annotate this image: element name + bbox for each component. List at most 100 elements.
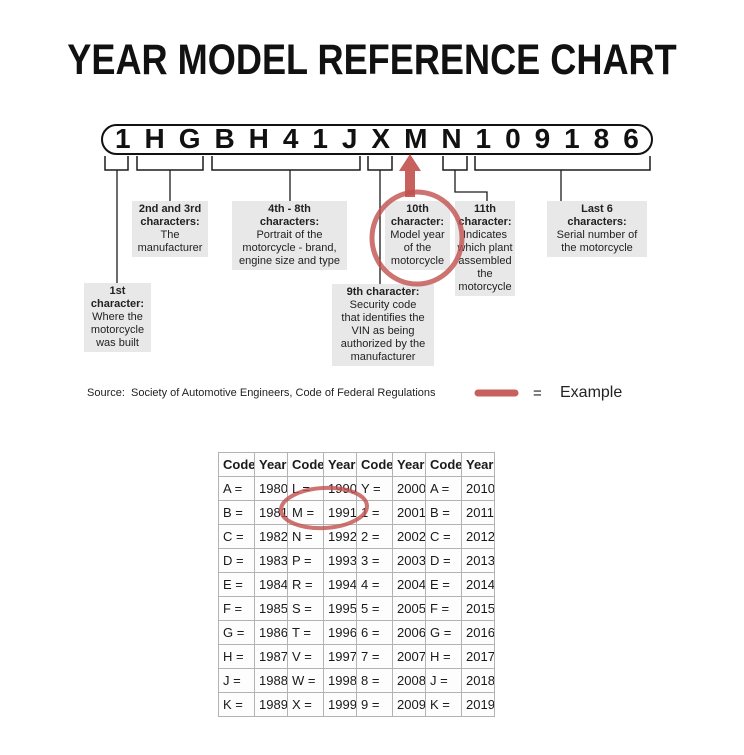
callout-body: Indicates which plant assembled the moto… bbox=[457, 229, 513, 293]
code-cell: S = bbox=[287, 596, 324, 621]
vin-character: 1 bbox=[564, 122, 580, 154]
code-cell: T = bbox=[287, 620, 324, 645]
vin-character: 1 bbox=[312, 122, 328, 154]
code-cell: E = bbox=[425, 572, 462, 597]
year-cell: 1999 bbox=[323, 692, 357, 717]
column-header: Code bbox=[356, 452, 393, 477]
year-cell: 2005 bbox=[392, 596, 426, 621]
table-row: H = 1987 V = 1997 7 = 2007 H = 2017 bbox=[218, 644, 495, 669]
code-cell: 2 = bbox=[356, 524, 393, 549]
code-cell: C = bbox=[425, 524, 462, 549]
legend-equals-sign: = bbox=[533, 385, 542, 402]
code-cell: M = bbox=[287, 500, 324, 525]
vin-character: 8 bbox=[593, 122, 610, 154]
source-citation: Source: Society of Automotive Engineers,… bbox=[87, 387, 436, 399]
vin-character: H bbox=[144, 122, 165, 154]
code-cell: J = bbox=[218, 668, 255, 693]
code-cell: J = bbox=[425, 668, 462, 693]
table-row: B = 1981 M = 1991 1 = 2001 B = 2011 bbox=[218, 500, 495, 525]
code-cell: K = bbox=[218, 692, 255, 717]
year-cell: 2012 bbox=[461, 524, 495, 549]
column-header: Code bbox=[287, 452, 324, 477]
code-cell: N = bbox=[287, 524, 324, 549]
year-cell: 2017 bbox=[461, 644, 495, 669]
column-header: Year bbox=[254, 452, 288, 477]
year-cell: 1980 bbox=[254, 476, 288, 501]
callout-4th-8th-characters: 4th - 8th characters: Portrait of the mo… bbox=[232, 201, 347, 270]
year-cell: 1984 bbox=[254, 572, 288, 597]
callout-heading: 4th - 8th characters: bbox=[259, 203, 320, 228]
column-header: Code bbox=[425, 452, 462, 477]
year-cell: 1981 bbox=[254, 500, 288, 525]
year-cell: 2001 bbox=[392, 500, 426, 525]
column-header: Year bbox=[323, 452, 357, 477]
year-cell: 2013 bbox=[461, 548, 495, 573]
year-cell: 1996 bbox=[323, 620, 357, 645]
table-row: F = 1985 S = 1995 5 = 2005 F = 2015 bbox=[218, 596, 495, 621]
code-cell: C = bbox=[218, 524, 255, 549]
table-header-row: Code Year Code Year Code Year Code Year bbox=[218, 452, 495, 477]
code-cell: B = bbox=[218, 500, 255, 525]
year-cell: 2011 bbox=[461, 500, 495, 525]
vin-character: X bbox=[371, 122, 391, 154]
callout-body: Model year of the motorcycle bbox=[390, 229, 445, 267]
code-cell: 7 = bbox=[356, 644, 393, 669]
bracket-chars-2-3 bbox=[136, 156, 204, 171]
callout-11th-character: 11th character: Indicates which plant as… bbox=[455, 201, 515, 296]
code-cell: G = bbox=[218, 620, 255, 645]
vin-character: 4 bbox=[282, 122, 299, 154]
code-cell: 4 = bbox=[356, 572, 393, 597]
table-row: C = 1982 N = 1992 2 = 2002 C = 2012 bbox=[218, 524, 495, 549]
callout-1st-character: 1st character: Where the motorcycle was … bbox=[84, 283, 151, 352]
column-header: Year bbox=[461, 452, 495, 477]
callout-2nd-3rd-characters: 2nd and 3rd characters: The manufacturer bbox=[132, 201, 208, 257]
year-cell: 2002 bbox=[392, 524, 426, 549]
vin-character: 1 bbox=[475, 122, 492, 154]
vin-character: 0 bbox=[505, 122, 521, 154]
code-cell: 3 = bbox=[356, 548, 393, 573]
year-cell: 2016 bbox=[461, 620, 495, 645]
connector-line-11th bbox=[454, 170, 488, 201]
vin-character: B bbox=[214, 122, 235, 154]
code-cell: F = bbox=[425, 596, 462, 621]
code-cell: Y = bbox=[356, 476, 393, 501]
year-cell: 2015 bbox=[461, 596, 495, 621]
code-cell: E = bbox=[218, 572, 255, 597]
year-cell: 1991 bbox=[323, 500, 357, 525]
year-cell: 1990 bbox=[323, 476, 357, 501]
callout-body: Security code that identifies the VIN as… bbox=[340, 299, 426, 363]
table-row: G = 1986 T = 1996 6 = 2006 G = 2016 bbox=[218, 620, 495, 645]
code-cell: L = bbox=[287, 476, 324, 501]
vin-character: J bbox=[341, 122, 358, 154]
year-cell: 1987 bbox=[254, 644, 288, 669]
code-cell: G = bbox=[425, 620, 462, 645]
year-cell: 1993 bbox=[323, 548, 357, 573]
year-cell: 1983 bbox=[254, 548, 288, 573]
code-cell: K = bbox=[425, 692, 462, 717]
year-cell: 2010 bbox=[461, 476, 495, 501]
code-cell: 1 = bbox=[356, 500, 393, 525]
year-cell: 2006 bbox=[392, 620, 426, 645]
year-cell: 1995 bbox=[323, 596, 357, 621]
year-cell: 2000 bbox=[392, 476, 426, 501]
year-cell: 2004 bbox=[392, 572, 426, 597]
code-cell: X = bbox=[287, 692, 324, 717]
legend-example-label: Example bbox=[560, 384, 623, 401]
bracket-last-6 bbox=[474, 156, 651, 171]
callout-body: Portrait of the motorcycle - brand, engi… bbox=[239, 229, 340, 267]
red-arrow-annotation bbox=[399, 154, 421, 197]
year-cell: 1992 bbox=[323, 524, 357, 549]
table-row: A = 1980 L = 1990 Y = 2000 A = 2010 bbox=[218, 476, 495, 501]
vin-character: 1 bbox=[115, 122, 131, 154]
year-cell: 2019 bbox=[461, 692, 495, 717]
callout-heading: 11th character: bbox=[458, 203, 512, 228]
vin-character: G bbox=[178, 122, 201, 154]
year-cell: 1982 bbox=[254, 524, 288, 549]
year-cell: 2008 bbox=[392, 668, 426, 693]
year-cell: 2009 bbox=[392, 692, 426, 717]
vin-character: 9 bbox=[534, 122, 551, 154]
year-cell: 2014 bbox=[461, 572, 495, 597]
callout-body: Serial number of the motorcycle bbox=[556, 229, 638, 254]
